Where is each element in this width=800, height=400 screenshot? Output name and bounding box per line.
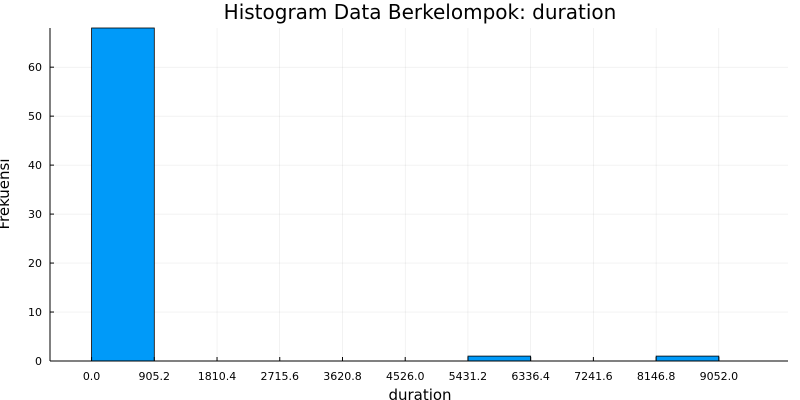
x-tick-label: 3620.8: [323, 370, 362, 383]
x-tick-label: 0.0: [83, 370, 101, 383]
x-tick-label: 2715.6: [261, 370, 300, 383]
x-tick-label: 8146.8: [637, 370, 676, 383]
x-tick-label: 1810.4: [198, 370, 237, 383]
x-ticks: 0.0 905.2 1810.4 2715.6 3620.8 4526.0 5431.2 63…: [83, 357, 738, 383]
histogram-bar: [467, 355, 532, 362]
x-tick-label: 6336.4: [511, 370, 550, 383]
y-axis-label: Frekuensi: [0, 158, 13, 229]
y-tick-label: 0: [35, 355, 42, 368]
x-tick-label: 9052.0: [700, 370, 739, 383]
x-tick-label: 905.2: [139, 370, 171, 383]
histogram-bar: [91, 27, 155, 362]
chart-title: Histogram Data Berkelompok: duration: [224, 0, 617, 24]
y-tick-label: 10: [28, 306, 42, 319]
x-axis-label: duration: [388, 386, 451, 400]
y-ticks: 0 10 20 30 40 50 60: [28, 61, 54, 368]
x-tick-label: 4526.0: [386, 370, 425, 383]
axes: [49, 28, 788, 362]
x-tick-label: 7241.6: [574, 370, 613, 383]
y-tick-label: 20: [28, 257, 42, 270]
y-tick-label: 40: [28, 159, 42, 172]
y-tick-label: 30: [28, 208, 42, 221]
grid-lines: [50, 28, 788, 362]
y-tick-label: 60: [28, 61, 42, 74]
x-tick-label: 5431.2: [449, 370, 488, 383]
y-tick-label: 50: [28, 110, 42, 123]
histogram-bar: [655, 355, 720, 362]
